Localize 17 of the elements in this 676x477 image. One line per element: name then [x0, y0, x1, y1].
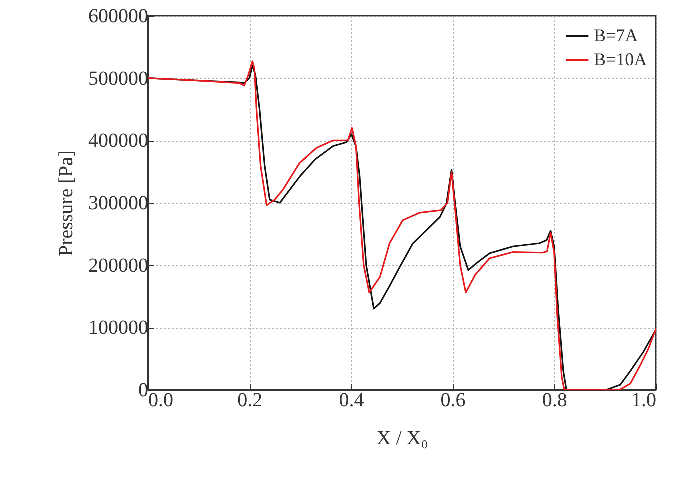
y-tick-label: 0 — [138, 380, 148, 402]
y-tick-label: 600000 — [88, 6, 148, 28]
x-tick-label: 0.0 — [148, 390, 174, 412]
x-tick-label: 0.6 — [440, 390, 466, 412]
x-tick-label: 1.0 — [632, 390, 656, 412]
x-axis-title: X / X₀ — [376, 428, 428, 450]
y-tick-label: 100000 — [88, 317, 148, 340]
y-tick-label: 400000 — [88, 130, 148, 152]
y-tick-label: 300000 — [88, 192, 148, 214]
x-tick-label: 0.8 — [542, 390, 568, 412]
legend-label: B=7A — [594, 26, 638, 46]
y-tick-label: 500000 — [88, 68, 148, 90]
x-tick-label: 0.2 — [238, 390, 263, 412]
x-tick-label: 0.4 — [339, 390, 364, 412]
y-axis-title: Pressure [Pa] — [56, 150, 78, 257]
y-tick-label: 200000 — [88, 254, 148, 277]
legend-label: B=10A — [594, 50, 648, 70]
